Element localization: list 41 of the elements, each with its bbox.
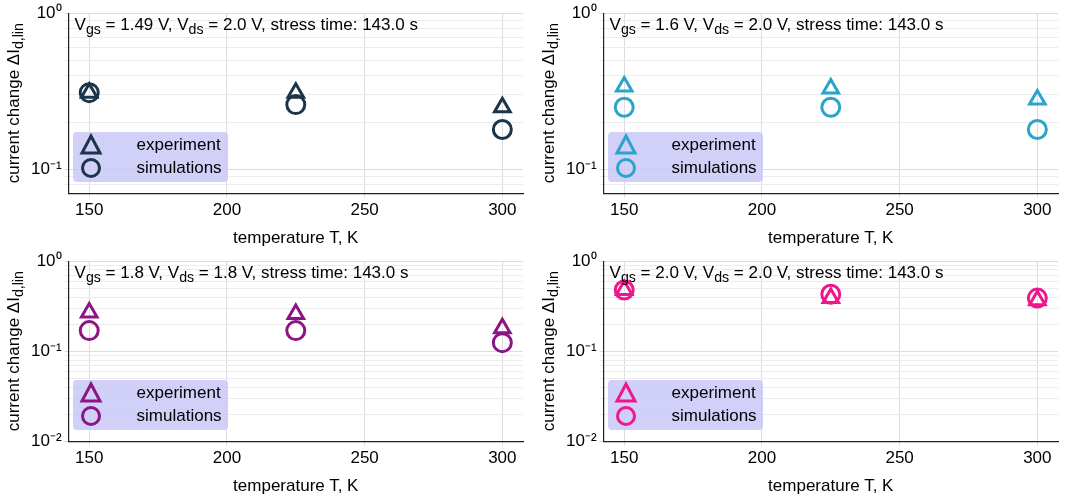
y-tick-label: 10⁰ bbox=[571, 2, 597, 22]
x-tick-label: 150 bbox=[75, 200, 104, 220]
annotation: V$_{gs}$ = 1.8 V, V$_{ds}$ = 1.8 V, stress time: 143.0 s bbox=[74, 263, 409, 286]
y-tick-label: 10⁻¹ bbox=[565, 341, 597, 361]
x-tick-label: 150 bbox=[610, 448, 639, 468]
y-tick-label: 10⁻¹ bbox=[30, 159, 62, 179]
legend-label: experiment bbox=[671, 135, 756, 156]
annotation: V$_{gs}$ = 1.49 V, V$_{ds}$ = 2.0 V, stress time: 143.0 s bbox=[74, 15, 418, 38]
x-tick-label: 200 bbox=[212, 200, 242, 220]
x-tick-label: 300 bbox=[488, 200, 517, 220]
x-tick-label: 300 bbox=[1023, 200, 1052, 220]
y-tick-label: 10⁻¹ bbox=[30, 341, 62, 361]
x-axis-title: temperature T, K bbox=[768, 228, 894, 248]
x-axis-title: temperature T, K bbox=[233, 228, 359, 248]
x-axis-title: temperature T, K bbox=[233, 476, 359, 496]
legend-label: simulations bbox=[671, 406, 757, 427]
legend-label: simulations bbox=[671, 158, 757, 179]
x-tick-label: 250 bbox=[350, 200, 379, 220]
annotation: V$_{gs}$ = 1.6 V, V$_{ds}$ = 2.0 V, stress time: 143.0 s bbox=[609, 15, 944, 38]
x-tick-label: 150 bbox=[610, 200, 639, 220]
x-tick-label: 200 bbox=[747, 448, 777, 468]
y-tick-label: 10⁰ bbox=[36, 250, 62, 270]
x-tick-label: 300 bbox=[488, 448, 517, 468]
x-tick-label: 250 bbox=[350, 448, 379, 468]
y-tick-label: 10⁻² bbox=[30, 431, 62, 451]
y-tick-label: 10⁰ bbox=[571, 250, 597, 270]
x-tick-label: 300 bbox=[1023, 448, 1052, 468]
x-tick-label: 250 bbox=[885, 200, 914, 220]
y-tick-label: 10⁰ bbox=[36, 2, 62, 22]
x-tick-label: 200 bbox=[747, 200, 777, 220]
legend-label: simulations bbox=[136, 406, 222, 427]
legend-label: experiment bbox=[136, 383, 221, 404]
x-tick-label: 200 bbox=[212, 448, 242, 468]
y-tick-label: 10⁻¹ bbox=[565, 159, 597, 179]
x-tick-label: 150 bbox=[75, 448, 104, 468]
y-tick-label: 10⁻² bbox=[565, 431, 597, 451]
legend-label: experiment bbox=[136, 135, 221, 156]
x-axis-title: temperature T, K bbox=[768, 476, 894, 496]
legend-label: simulations bbox=[136, 158, 222, 179]
x-tick-label: 250 bbox=[885, 448, 914, 468]
legend-label: experiment bbox=[671, 383, 756, 404]
